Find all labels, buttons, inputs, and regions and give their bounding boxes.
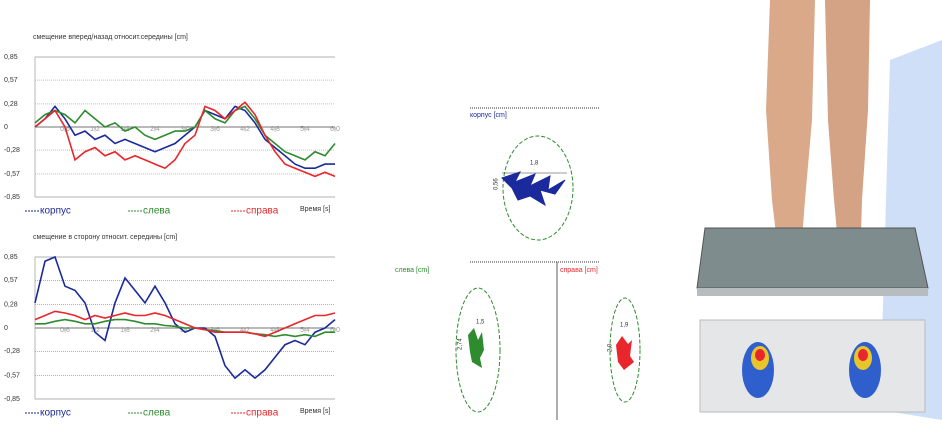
value-label: 1,8	[530, 161, 539, 167]
legend-label: слева	[143, 206, 171, 217]
y-tick-label: 0,85	[4, 254, 18, 261]
sway-trace	[616, 336, 634, 370]
pressure-map	[858, 349, 868, 361]
y-tick-label: -0,57	[4, 372, 20, 379]
platform-edge	[697, 288, 928, 296]
x-tick-label: 1,8	[120, 327, 130, 334]
value-label: 2,0	[608, 343, 614, 352]
x-tick-label: 5,4	[300, 327, 310, 334]
x-tick-label: 2,4	[150, 327, 160, 334]
series-line	[35, 102, 335, 176]
x-tick-label: 2,4	[150, 126, 160, 133]
value-label: 2,74	[458, 338, 464, 350]
y-tick-label: -0,28	[4, 348, 20, 355]
platform-photo	[697, 0, 942, 420]
x-tick-label: 0,6	[60, 327, 70, 334]
y-tick-label: -0,28	[4, 147, 20, 154]
y-tick-label: 0,28	[4, 101, 18, 108]
value-label: 1,5	[476, 320, 485, 326]
sway-trace	[502, 172, 565, 205]
x-tick-label: 5,4	[300, 126, 310, 133]
x-tick-label: 3,6	[210, 126, 220, 133]
legend-label: слева	[143, 408, 171, 419]
sway-trace	[468, 328, 484, 368]
y-tick-label: -0,85	[4, 396, 20, 403]
y-tick-label: 0,57	[4, 77, 18, 84]
left-label: слева [cm]	[395, 267, 429, 274]
legend-label: корпус	[40, 408, 71, 419]
body-label: корпус [cm]	[470, 112, 507, 119]
value-label: 1,9	[620, 323, 629, 329]
x-tick-label: 4,2	[240, 126, 250, 133]
x-axis-label: Время [s]	[300, 408, 330, 415]
platform	[697, 228, 928, 288]
figure: корпус [cm] 1,8 0,56 слева [cm] справа […	[0, 0, 942, 432]
legend-label: справа	[246, 408, 279, 419]
y-tick-label: 0,57	[4, 277, 18, 284]
page: корпус [cm] 1,8 0,56 слева [cm] справа […	[0, 0, 942, 432]
pressure-map	[755, 349, 765, 361]
chart-title: смещение вперед/назад относит.середины […	[33, 34, 188, 41]
x-tick-label: 1,2	[90, 126, 100, 133]
y-tick-label: 0	[4, 325, 8, 332]
x-tick-label: 6,0	[330, 126, 340, 133]
legend-label: корпус	[40, 206, 71, 217]
stabilogram: корпус [cm] 1,8 0,56 слева [cm] справа […	[395, 108, 640, 420]
value-label: 0,56	[494, 178, 500, 190]
legend-label: справа	[246, 206, 279, 217]
y-tick-label: 0,85	[4, 54, 18, 61]
chart-title: смещение в сторону относит. середины [cm…	[33, 234, 177, 241]
x-axis-label: Время [s]	[300, 206, 330, 213]
y-tick-label: 0,28	[4, 301, 18, 308]
y-tick-label: -0,85	[4, 194, 20, 201]
y-tick-label: 0	[4, 124, 8, 131]
x-tick-label: 4,8	[270, 126, 280, 133]
y-tick-label: -0,57	[4, 171, 20, 178]
right-label: справа [cm]	[560, 267, 598, 274]
glass-box	[700, 320, 925, 412]
